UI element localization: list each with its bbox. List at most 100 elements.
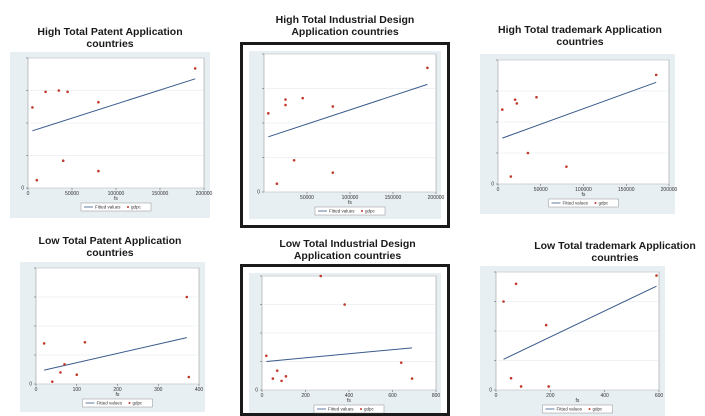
legend-label-fitted: Fitted values: [329, 209, 355, 214]
data-point: [331, 171, 335, 174]
y-tick-label: 0: [491, 182, 494, 188]
data-point: [654, 73, 658, 77]
data-point: [57, 89, 61, 92]
data-point: [267, 112, 270, 115]
data-point: [280, 379, 283, 383]
legend-label-gdpc: gdpc: [365, 209, 376, 214]
data-point: [331, 105, 335, 108]
legend-dot-swatch: [127, 206, 129, 208]
legend-dot-swatch: [360, 408, 362, 410]
x-tick-label: 200000: [428, 195, 445, 201]
data-point: [275, 369, 279, 372]
x-axis-label: fs: [576, 398, 580, 404]
data-point: [399, 361, 403, 364]
fitted-line: [44, 337, 187, 371]
data-point: [63, 362, 66, 366]
data-point: [509, 175, 513, 178]
data-point: [97, 100, 100, 104]
data-point: [284, 375, 288, 378]
data-point: [51, 380, 54, 383]
data-point: [187, 375, 191, 379]
x-tick-label: 0: [27, 191, 30, 197]
data-point: [284, 103, 287, 107]
data-point: [502, 300, 505, 303]
x-tick-label: 0: [495, 393, 498, 399]
x-tick-label: 0: [35, 387, 38, 393]
legend-label-gdpc: gdpc: [133, 401, 144, 406]
x-tick-label: 200000: [196, 191, 213, 197]
x-axis-label: fs: [114, 196, 118, 202]
x-axis-label: fs: [582, 192, 586, 198]
data-point: [319, 274, 323, 278]
chart-title: High Total trademark Application countri…: [498, 24, 662, 48]
data-point: [31, 106, 34, 109]
x-tick-label: 200: [546, 393, 555, 399]
legend-label-gdpc: gdpc: [364, 407, 375, 412]
data-point: [426, 66, 429, 70]
x-tick-label: 0: [261, 393, 264, 399]
x-tick-label: 50000: [300, 195, 314, 201]
data-point: [500, 108, 504, 111]
legend-label-fitted: Fitted values: [95, 205, 121, 210]
y-tick-label: 0: [489, 388, 492, 394]
x-tick-label: 400: [600, 393, 609, 399]
data-point: [514, 282, 518, 286]
data-point: [301, 96, 305, 100]
x-tick-label: 150000: [385, 195, 402, 201]
data-point: [565, 165, 568, 168]
x-tick-label: 100: [73, 387, 82, 393]
data-point: [513, 98, 517, 101]
data-point: [410, 377, 414, 380]
data-point: [275, 182, 279, 186]
data-point: [97, 169, 100, 173]
x-tick-label: 400: [195, 387, 204, 393]
fitted-line: [32, 78, 196, 132]
legend-box: [82, 398, 153, 408]
data-point: [75, 373, 79, 377]
chart-title: High Total Patent Application countries: [37, 26, 183, 50]
data-point: [655, 274, 658, 277]
legend-label-gdpc: gdpc: [599, 201, 610, 206]
x-tick-label: 50000: [534, 187, 548, 193]
x-tick-label: 100000: [342, 195, 359, 201]
x-tick-label: 600: [388, 393, 397, 399]
data-point: [509, 376, 513, 380]
legend-dot-swatch: [594, 202, 597, 204]
x-tick-label: 600: [655, 393, 664, 399]
legend-box: [314, 206, 386, 216]
x-tick-label: 150000: [618, 187, 635, 193]
x-tick-label: 300: [154, 387, 163, 393]
x-tick-label: 50000: [65, 191, 79, 197]
chart-title: High Total Industrial Design Application…: [275, 14, 415, 38]
y-tick-label: 0: [255, 388, 258, 394]
data-point: [343, 303, 346, 306]
x-axis-label: fs: [348, 200, 352, 206]
data-point: [193, 67, 197, 70]
data-point: [59, 371, 62, 374]
x-tick-label: 150000: [152, 191, 169, 197]
data-point: [66, 90, 69, 94]
data-point: [292, 158, 296, 162]
legend-box: [80, 202, 152, 212]
y-tick-label: 0: [21, 186, 24, 192]
x-tick-label: 800: [432, 393, 441, 399]
fitted-line: [268, 83, 428, 138]
data-point: [515, 102, 519, 105]
x-tick-label: 0: [497, 187, 500, 193]
chart-title: Low Total trademark Application countrie…: [534, 240, 696, 264]
chart-title: Low Total Patent Application countries: [38, 235, 182, 259]
legend-label-fitted: Fitted values: [328, 407, 354, 412]
legend-label-gdpc: gdpc: [131, 205, 142, 210]
chart-title: Low Total Industrial Design Application …: [279, 238, 416, 262]
legend-label-fitted: Fitted values: [563, 201, 589, 206]
data-point: [547, 385, 550, 388]
x-tick-label: 200000: [661, 187, 678, 193]
data-point: [44, 90, 47, 94]
data-point: [42, 342, 46, 345]
data-point: [83, 340, 87, 344]
data-point: [544, 323, 548, 327]
